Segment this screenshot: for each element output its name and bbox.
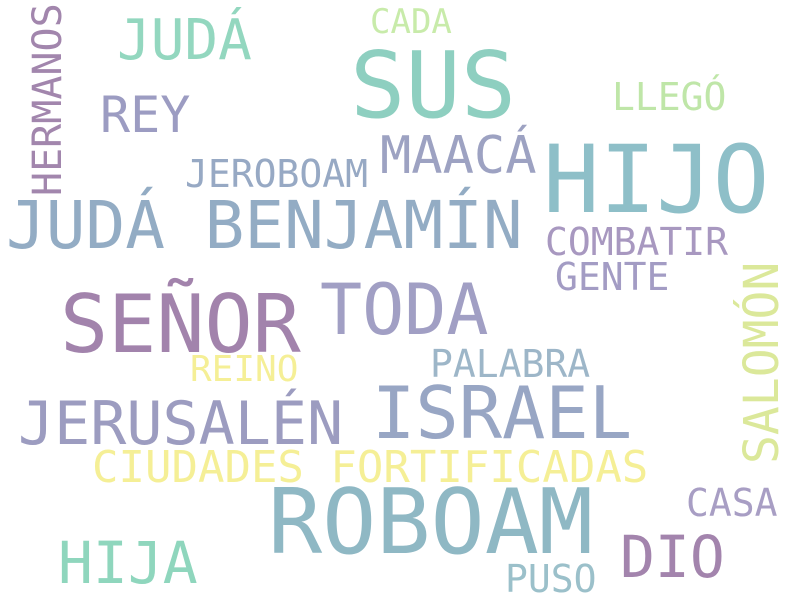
word-israel: ISRAEL [372, 371, 633, 455]
word-roboam: ROBOAM [268, 470, 594, 575]
word-llego: LLEGÓ [612, 75, 727, 119]
word-rey: REY [100, 86, 191, 144]
word-jerusalen: JERUSALÉN [18, 389, 344, 459]
word-maaca: MAACÁ [380, 126, 537, 186]
word-gente: GENTE [555, 255, 670, 299]
word-combatir: COMBATIR [545, 220, 729, 264]
word-jeroboam: JEROBOAM [185, 152, 369, 196]
word-senor: SEÑOR [60, 278, 301, 371]
word-sus: SUS [350, 32, 517, 139]
word-juda: JUDÁ [117, 8, 252, 73]
word-reino: REINO [190, 349, 299, 390]
word-ciudades-fortificadas: CIUDADES FORTIFICADAS [92, 442, 649, 493]
word-toda: TODA [320, 269, 489, 351]
word-hijo: HIJO [543, 126, 770, 235]
word-juda-benjamin: JUDÁ BENJAMÍN [6, 187, 523, 264]
word-palabra: PALABRA [430, 342, 591, 386]
word-salomon: SALOMÓN [734, 261, 790, 464]
word-puso: PUSO [505, 557, 597, 600]
word-hija: HIJA [58, 529, 198, 597]
word-hermanos: HERMANOS [25, 3, 71, 196]
word-cada: CADA [370, 2, 452, 42]
word-dio: DIO [620, 523, 725, 591]
word-casa: CASA [686, 481, 778, 525]
